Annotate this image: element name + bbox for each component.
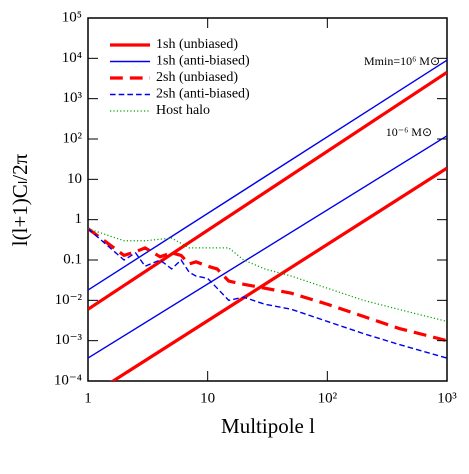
y-tick-label: 10⁻³ <box>55 332 83 348</box>
legend-label: 2sh (unbiased) <box>156 70 238 85</box>
x-tick-label: 10³ <box>437 390 457 406</box>
y-tick-label: 10⁴ <box>62 50 82 66</box>
legend-label: Host halo <box>156 103 210 118</box>
y-tick-label: 0.1 <box>63 251 82 267</box>
y-tick-label: 10² <box>63 130 83 146</box>
x-axis-label: Multipole l <box>221 414 315 438</box>
plot-area <box>88 59 447 381</box>
y-tick-label: 10⁵ <box>62 9 82 25</box>
x-tick-label: 1 <box>84 390 92 406</box>
annotation: Mmin=10⁶ M⊙ <box>364 54 440 68</box>
series-line <box>88 70 447 311</box>
y-tick-label: 10⁻² <box>55 292 83 308</box>
series-line <box>88 228 447 359</box>
legend-label: 1sh (unbiased) <box>156 37 238 52</box>
legend-label: 2sh (anti-biased) <box>156 87 250 102</box>
legend-label: 1sh (anti-biased) <box>156 54 250 69</box>
annotation: 10⁻⁶ M⊙ <box>386 125 432 139</box>
y-tick-label: 10³ <box>63 90 83 106</box>
series-line <box>88 59 447 291</box>
series-line <box>88 135 447 359</box>
x-tick-label: 10² <box>318 390 338 406</box>
x-tick-label: 10 <box>200 390 215 406</box>
y-tick-label: 1 <box>75 211 83 227</box>
y-tick-label: 10⁻⁴ <box>54 372 82 388</box>
series-line <box>88 227 447 343</box>
y-tick-label: 10 <box>67 171 82 187</box>
plot-frame <box>87 17 448 382</box>
series-line <box>110 166 447 381</box>
y-axis-label: l(l+1)Cₗ/2π <box>8 153 32 246</box>
